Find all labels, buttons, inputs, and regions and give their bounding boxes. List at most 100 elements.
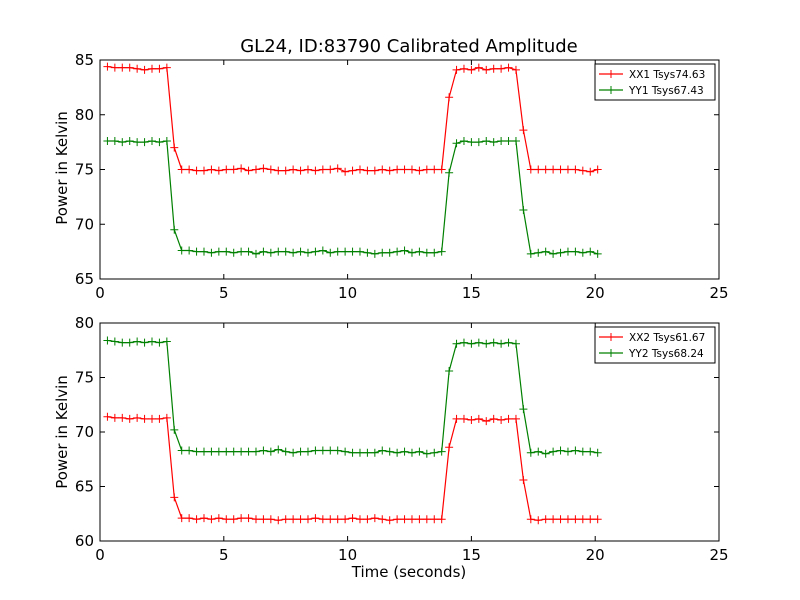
top-series-1-point: [133, 64, 142, 73]
top-series-1-point: [237, 164, 246, 173]
top-series-1-point: [110, 63, 119, 72]
top-y-tick-label: 65: [75, 270, 94, 288]
top-series-1: [103, 62, 602, 176]
top-y-axis-label: Power in Kelvin: [53, 111, 71, 225]
bottom-y-axis-label: Power in Kelvin: [53, 375, 71, 489]
top-series-1-point: [125, 63, 134, 72]
top-series-2-point: [571, 247, 580, 256]
top-y-tick-label: 85: [75, 51, 94, 69]
top-series-1-point: [482, 65, 491, 74]
bottom-series-1-point: [318, 515, 327, 524]
bottom-series-1-point: [207, 515, 216, 524]
bottom-series-1-point: [259, 515, 268, 524]
bottom-series-2-point: [415, 447, 424, 456]
top-series-1-point: [474, 63, 483, 72]
bottom-series-1-point: [563, 515, 572, 524]
bottom-y-tick-label: 60: [75, 532, 94, 550]
top-series-1-point: [407, 165, 416, 174]
top-series-1-point: [341, 167, 350, 176]
top-series-2-point: [445, 168, 454, 177]
bottom-series-2-point: [199, 447, 208, 456]
bottom-series-1-point: [541, 515, 550, 524]
bottom-series-1-point: [177, 514, 186, 523]
bottom-series-2-point: [125, 338, 134, 347]
bottom-series-1-point: [133, 413, 142, 422]
top-series-1-point: [147, 64, 156, 73]
bottom-series-2-point: [170, 425, 179, 434]
bottom-series-1-point: [170, 493, 179, 502]
top-series-1-point: [303, 165, 312, 174]
bottom-series-1-point: [222, 515, 231, 524]
bottom-series-1-point: [511, 414, 520, 423]
bottom-series-2-point: [296, 447, 305, 456]
bottom-series-2-point: [177, 446, 186, 455]
bottom-series-1-point: [162, 413, 171, 422]
top-series-2-point: [333, 247, 342, 256]
top-series-1-point: [526, 165, 535, 174]
top-series-2-point: [237, 247, 246, 256]
top-series-1-point: [244, 166, 253, 175]
top-series-1-point: [296, 166, 305, 175]
top-series-2-point: [207, 248, 216, 257]
top-series-1-point: [563, 165, 572, 174]
top-legend-marker: [607, 70, 615, 78]
bottom-legend: XX2 Tsys61.67 YY2 Tsys68.24: [594, 326, 716, 364]
bottom-series-1-point: [341, 515, 350, 524]
bottom-series-2-point: [274, 445, 283, 454]
bottom-series-2-point: [385, 447, 394, 456]
top-series-1-point: [355, 165, 364, 174]
bottom-series-2-point: [370, 448, 379, 457]
top-series-2-point: [452, 139, 461, 148]
top-series-2: [103, 137, 602, 258]
bottom-series-1-point: [556, 515, 565, 524]
top-series-1-point: [259, 164, 268, 173]
bottom-series-2-point: [407, 448, 416, 457]
bottom-series-2-point: [155, 338, 164, 347]
bottom-series-1-point: [593, 515, 602, 524]
top-series-2-point: [534, 248, 543, 257]
bottom-series-2-point: [214, 447, 223, 456]
top-series-2-point: [422, 248, 431, 257]
top-series-1-point: [586, 167, 595, 176]
top-series-2-point: [511, 137, 520, 146]
top-series-1-point: [348, 166, 357, 175]
top-series-2-point: [170, 225, 179, 234]
bottom-series-1-point: [571, 515, 580, 524]
top-series-1-point: [222, 165, 231, 174]
bottom-series-1-point: [445, 443, 454, 452]
bottom-series-2-point: [355, 448, 364, 457]
bottom-series-2: [103, 336, 602, 458]
top-legend-marker: [607, 86, 615, 94]
bottom-series-2-point: [393, 448, 402, 457]
bottom-series-2-point: [289, 448, 298, 457]
bottom-legend-label: XX2 Tsys61.67: [629, 332, 705, 344]
top-series-1-point: [311, 166, 320, 175]
top-x-tick-label: 10: [338, 284, 357, 302]
bottom-series-2-point: [147, 337, 156, 346]
top-series-2-point: [400, 246, 409, 255]
bottom-series-1-point: [578, 515, 587, 524]
top-series-2-point: [519, 206, 528, 215]
bottom-series-2-point: [586, 447, 595, 456]
bottom-series-1-point: [266, 515, 275, 524]
top-series-2-point: [489, 138, 498, 147]
bottom-series-2-point: [445, 366, 454, 375]
top-series-2-point: [103, 137, 112, 146]
bottom-series-2-point: [281, 447, 290, 456]
top-series-2-point: [556, 248, 565, 257]
bottom-series-2-point: [541, 449, 550, 458]
bottom-series-2-point: [133, 337, 142, 346]
top-series-2-point: [251, 249, 260, 258]
bottom-panel: Power in Kelvin Time (seconds) 0 5 10 15 20 2…: [53, 314, 729, 581]
bottom-series-1-point: [118, 413, 127, 422]
bottom-series-2-point: [207, 447, 216, 456]
top-series-1-point: [504, 63, 513, 72]
bottom-series-2-point: [578, 447, 587, 456]
top-legend-label: YY1 Tsys67.43: [628, 85, 704, 97]
top-series-1-point: [162, 63, 171, 72]
bottom-series-2-point: [259, 446, 268, 455]
bottom-series-1-point: [281, 515, 290, 524]
top-series-2-point: [281, 247, 290, 256]
bottom-x-tick-label: 25: [709, 546, 728, 564]
top-series-2-point: [118, 138, 127, 147]
